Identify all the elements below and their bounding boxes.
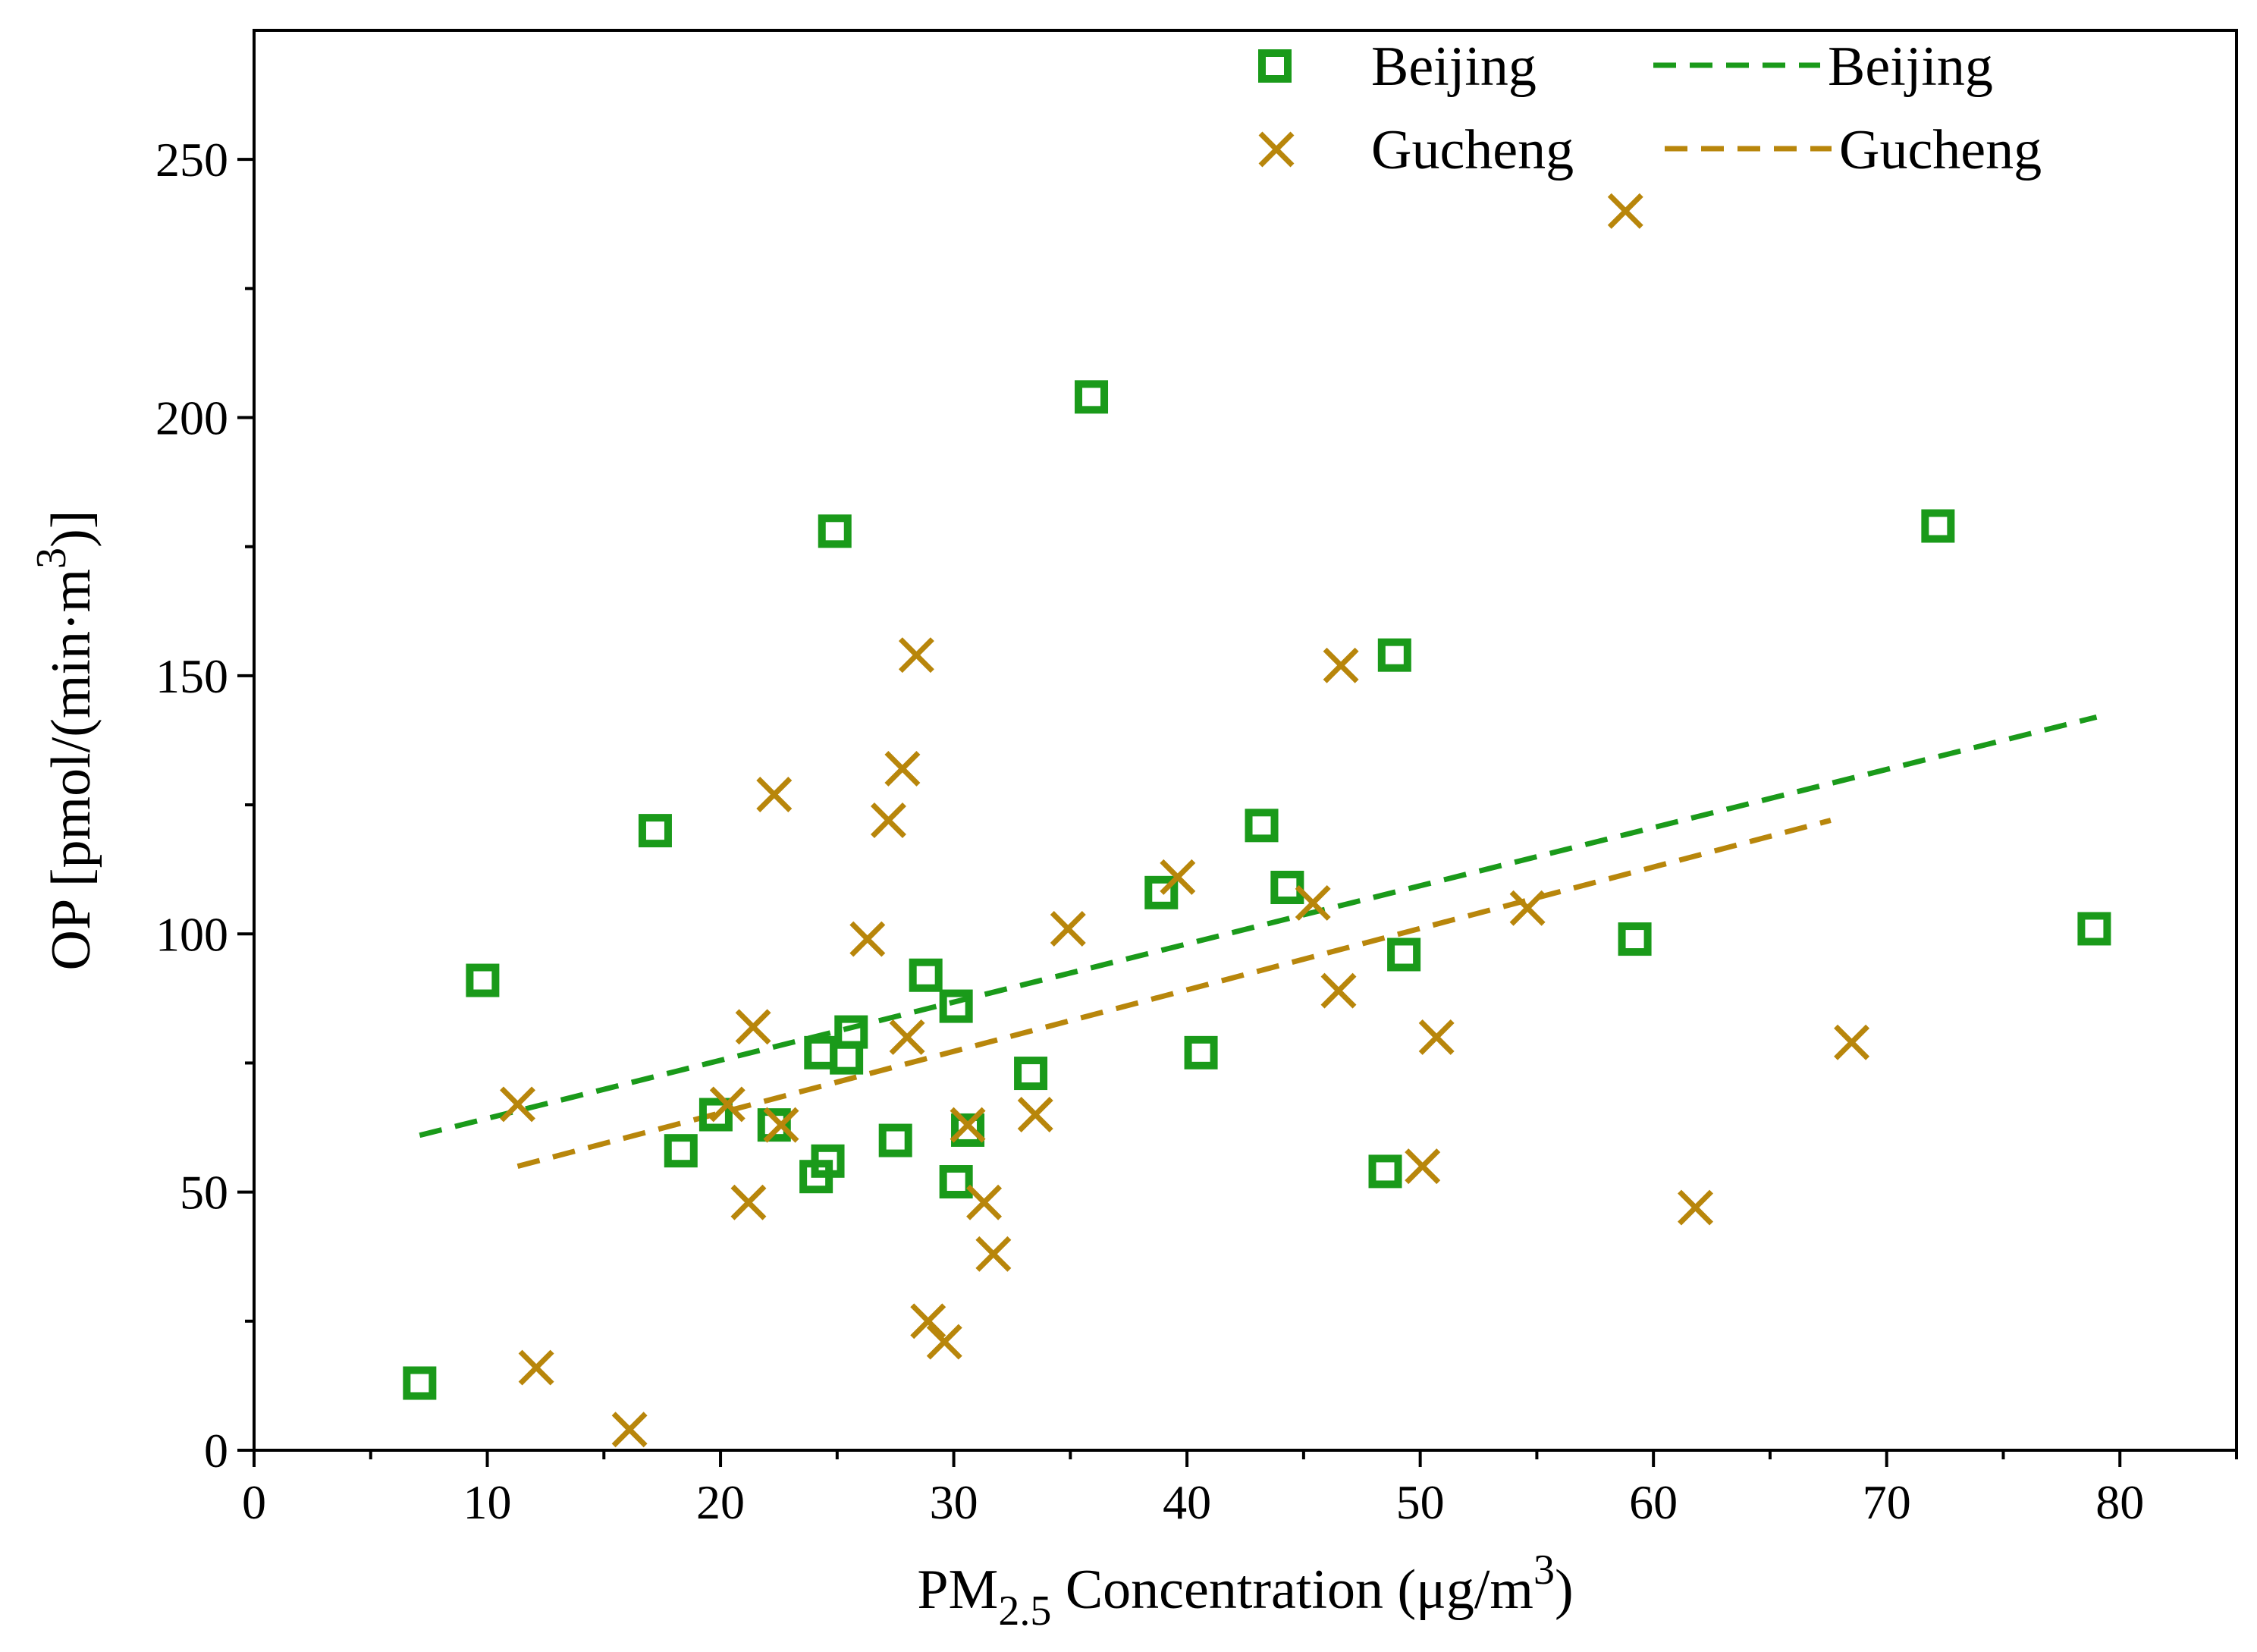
y-axis-ticks: 0 50 100 150 200 250 <box>155 133 254 1478</box>
data-point-gucheng <box>1607 193 1643 229</box>
y-tick-label: 0 <box>204 1424 228 1478</box>
data-point-beijing <box>1014 1057 1048 1091</box>
legend-label-gucheng-points: Gucheng <box>1371 119 1574 181</box>
data-point-beijing <box>909 958 943 992</box>
y-tick-label: 150 <box>155 649 228 703</box>
y-tick-label: 100 <box>155 907 228 961</box>
data-point-gucheng <box>730 1184 767 1220</box>
data-point-gucheng <box>1323 647 1359 683</box>
data-point-beijing <box>638 814 672 848</box>
data-point-beijing <box>939 1165 973 1199</box>
data-point-beijing <box>834 1015 868 1049</box>
data-point-gucheng <box>1160 859 1196 895</box>
data-point-beijing <box>1387 937 1421 972</box>
y-tick-label: 200 <box>155 391 228 445</box>
data-point-beijing <box>1144 875 1179 909</box>
data-point-gucheng <box>735 1009 771 1045</box>
data-point-beijing <box>939 989 973 1023</box>
data-point-gucheng <box>1017 1097 1053 1133</box>
plot-frame <box>253 29 2238 1452</box>
data-point-beijing <box>757 1108 791 1142</box>
x-tick-label: 60 <box>1629 1475 1678 1529</box>
y-tick-label: 50 <box>180 1166 228 1220</box>
x-tick-label: 70 <box>1863 1475 1911 1529</box>
legend: Beijing Beijing Gucheng Gucheng <box>1258 36 2042 181</box>
data-point-beijing <box>2077 912 2111 946</box>
data-point-beijing <box>664 1134 698 1168</box>
data-point-beijing <box>1245 809 1279 843</box>
data-point-gucheng <box>1678 1189 1714 1226</box>
data-point-gucheng <box>611 1412 648 1448</box>
data-point-beijing <box>1184 1035 1218 1069</box>
data-point-gucheng <box>1405 1148 1441 1185</box>
data-point-gucheng <box>1320 972 1357 1009</box>
data-point-gucheng <box>1050 910 1086 947</box>
data-point-beijing <box>1921 509 1955 543</box>
data-point-gucheng <box>975 1236 1012 1272</box>
data-point-beijing <box>466 963 500 997</box>
y-tick-label: 250 <box>155 133 228 187</box>
data-points <box>403 193 2111 1448</box>
legend-label-beijing-points: Beijing <box>1371 36 1537 98</box>
data-point-gucheng <box>849 921 886 957</box>
x-tick-label: 10 <box>463 1475 512 1529</box>
data-point-gucheng <box>756 777 793 812</box>
data-point-gucheng <box>1509 890 1546 926</box>
trendline-gucheng <box>516 818 1832 1169</box>
data-point-beijing <box>878 1123 912 1157</box>
data-point-beijing <box>1368 1154 1402 1189</box>
data-point-gucheng <box>1834 1024 1870 1060</box>
data-point-gucheng <box>763 1107 799 1143</box>
data-point-gucheng <box>966 1184 1003 1220</box>
data-point-gucheng <box>910 1303 946 1340</box>
data-point-gucheng <box>926 1324 962 1360</box>
data-point-beijing <box>1377 638 1411 672</box>
data-point-gucheng <box>518 1349 554 1386</box>
data-point-beijing <box>403 1366 437 1400</box>
data-point-beijing <box>818 514 852 548</box>
data-point-gucheng <box>1418 1019 1455 1055</box>
x-tick-label: 80 <box>2095 1475 2144 1529</box>
x-tick-label: 30 <box>930 1475 978 1529</box>
data-point-beijing <box>1618 922 1652 956</box>
data-point-gucheng <box>884 750 921 787</box>
y-axis-title: OP [pmol/(min·m3)] <box>28 510 102 971</box>
x-tick-label: 20 <box>696 1475 745 1529</box>
x-axis-title: PM2.5 Concentration (μg/m3) <box>917 1547 1573 1635</box>
data-point-gucheng <box>709 1086 746 1123</box>
x-tick-label: 40 <box>1163 1475 1211 1529</box>
data-point-beijing <box>1075 380 1109 414</box>
trendline-beijing <box>419 714 2098 1138</box>
data-point-gucheng <box>898 637 934 674</box>
x-tick-label: 50 <box>1396 1475 1445 1529</box>
data-point-beijing <box>1270 871 1304 905</box>
x-axis-ticks: 0 10 20 30 40 50 60 70 80 <box>242 1450 2238 1529</box>
data-point-beijing <box>811 1144 845 1178</box>
trendlines <box>419 714 2098 1169</box>
legend-label-gucheng-line: Gucheng <box>1839 119 2042 181</box>
data-point-gucheng <box>500 1086 535 1123</box>
legend-marker-beijing <box>1258 49 1292 83</box>
data-point-beijing <box>951 1113 985 1147</box>
data-point-gucheng <box>871 802 906 838</box>
data-point-beijing <box>698 1098 733 1132</box>
data-point-gucheng <box>889 1019 925 1055</box>
legend-label-beijing-line: Beijing <box>1828 36 1993 98</box>
data-point-gucheng <box>950 1107 986 1143</box>
x-tick-label: 0 <box>242 1475 266 1529</box>
data-point-gucheng <box>1295 884 1331 921</box>
legend-marker-gucheng <box>1258 131 1295 168</box>
